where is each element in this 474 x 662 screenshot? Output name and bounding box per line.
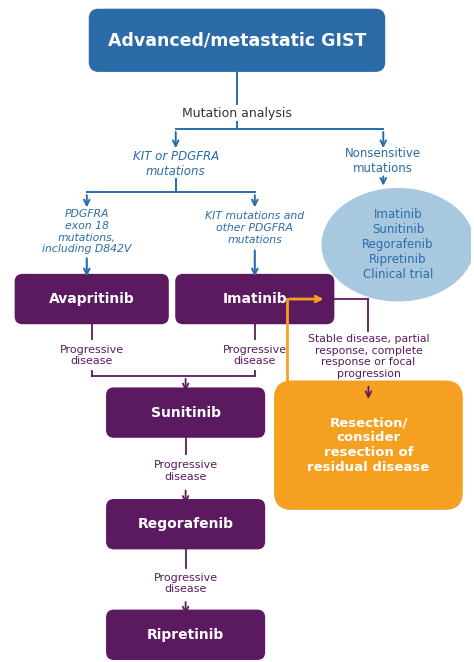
Text: KIT mutations and
other PDGFRA
mutations: KIT mutations and other PDGFRA mutations [205,211,304,244]
Text: Progressive
disease: Progressive disease [154,460,218,482]
Text: Advanced/metastatic GIST: Advanced/metastatic GIST [108,31,366,49]
FancyBboxPatch shape [106,610,265,660]
Text: Progressive
disease: Progressive disease [60,344,124,366]
Text: Nonsensitive
mutations: Nonsensitive mutations [345,147,421,175]
Text: Regorafenib: Regorafenib [137,517,234,531]
FancyBboxPatch shape [15,274,169,324]
FancyBboxPatch shape [106,499,265,549]
Text: PDGFRA
exon 18
mutations,
including D842V: PDGFRA exon 18 mutations, including D842… [42,209,131,254]
Text: Sunitinib: Sunitinib [151,406,220,420]
Text: Imatinib
Sunitinib
Regorafenib
Ripretinib
Clinical trial: Imatinib Sunitinib Regorafenib Ripretini… [362,209,434,281]
FancyBboxPatch shape [106,387,265,438]
Ellipse shape [321,188,474,301]
FancyBboxPatch shape [175,274,334,324]
Text: Imatinib: Imatinib [222,292,287,306]
Text: Resection/
consider
resection of
residual disease: Resection/ consider resection of residua… [307,416,429,474]
FancyBboxPatch shape [274,381,463,510]
FancyBboxPatch shape [89,9,385,72]
Text: Progressive
disease: Progressive disease [223,344,287,366]
Text: KIT or PDGFRA
mutations: KIT or PDGFRA mutations [133,150,219,177]
Text: Ripretinib: Ripretinib [147,628,224,641]
Text: Progressive
disease: Progressive disease [154,573,218,594]
Text: Mutation analysis: Mutation analysis [182,107,292,120]
Text: Stable disease, partial
response, complete
response or focal
progression: Stable disease, partial response, comple… [308,334,429,379]
Text: Avapritinib: Avapritinib [49,292,135,306]
